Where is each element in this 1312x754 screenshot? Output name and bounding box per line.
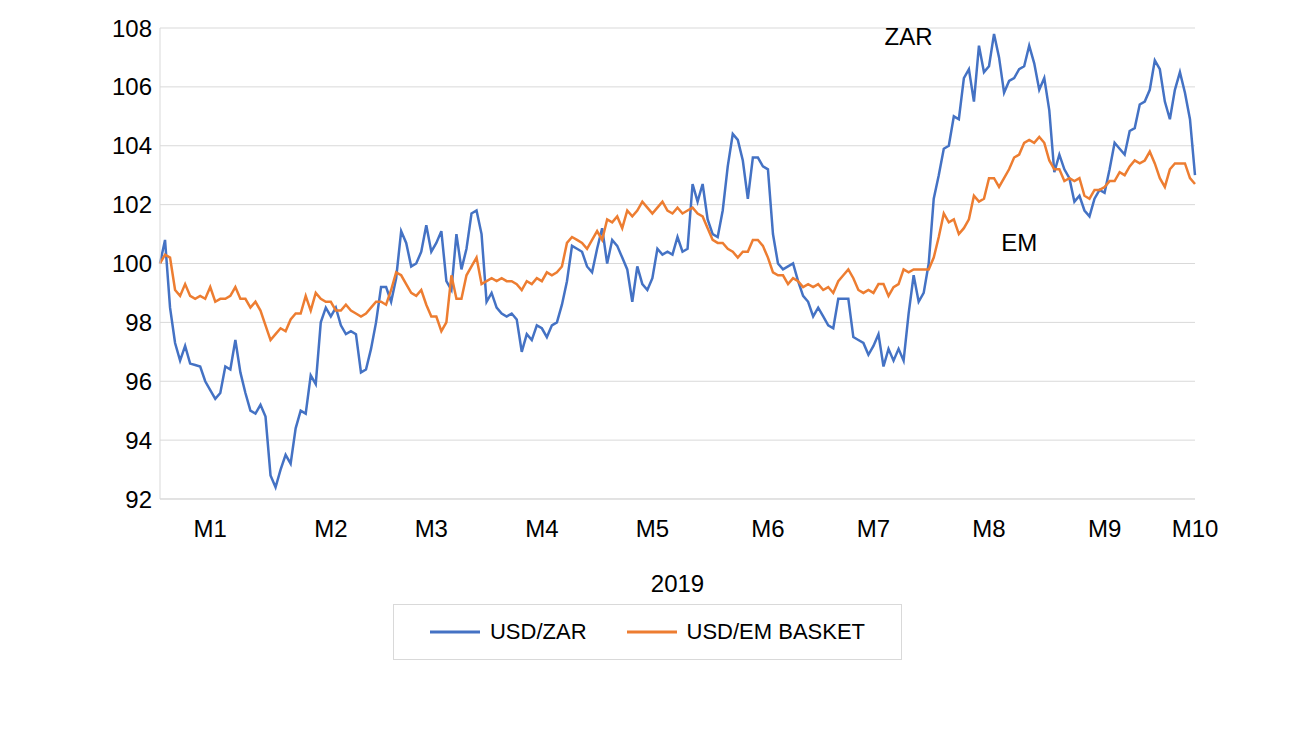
svg-text:M2: M2 (314, 515, 347, 542)
svg-text:100: 100 (112, 250, 152, 277)
svg-text:92: 92 (125, 486, 152, 513)
svg-text:M6: M6 (751, 515, 784, 542)
svg-text:102: 102 (112, 191, 152, 218)
svg-text:108: 108 (112, 15, 152, 42)
svg-text:M10: M10 (1172, 515, 1219, 542)
svg-text:M9: M9 (1088, 515, 1121, 542)
html-text:USD/ZAR: USD/ZAR (490, 619, 587, 644)
html-text:USD/EM BASKET: USD/EM BASKET (686, 619, 865, 644)
svg-text:EM: EM (1001, 229, 1037, 256)
svg-text:ZAR: ZAR (885, 23, 933, 50)
svg-text:M1: M1 (194, 515, 227, 542)
svg-text:M8: M8 (972, 515, 1005, 542)
svg-text:96: 96 (125, 368, 152, 395)
svg-text:98: 98 (125, 309, 152, 336)
svg-text:M4: M4 (525, 515, 558, 542)
svg-text:104: 104 (112, 132, 152, 159)
svg-text:94: 94 (125, 427, 152, 454)
svg-text:M7: M7 (857, 515, 890, 542)
svg-text:M5: M5 (636, 515, 669, 542)
svg-text:106: 106 (112, 73, 152, 100)
svg-text:M3: M3 (415, 515, 448, 542)
svg-text:2019: 2019 (651, 570, 704, 597)
